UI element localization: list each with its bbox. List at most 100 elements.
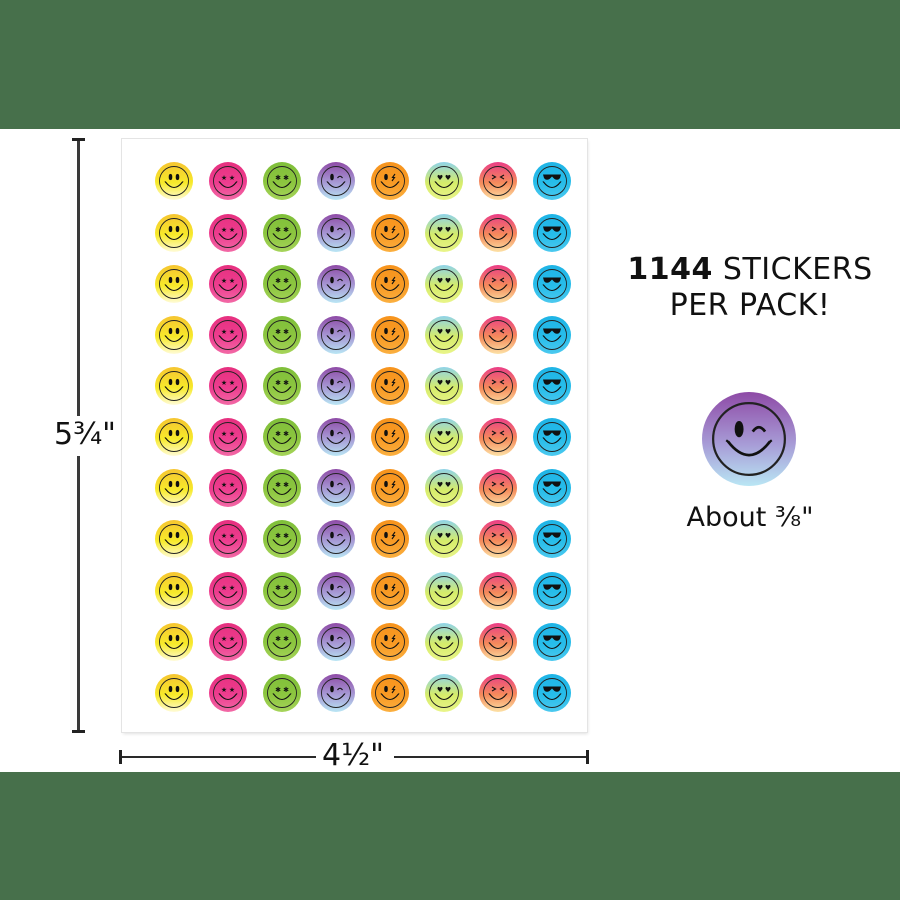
svg-text:★: ★ <box>221 481 227 489</box>
sticker-sunglasses <box>533 623 571 661</box>
svg-text:★: ★ <box>229 481 235 489</box>
sticker-wink <box>317 469 355 507</box>
headline-stickers-word: STICKERS <box>712 252 873 287</box>
svg-text:★: ★ <box>229 328 235 336</box>
sticker-star-eyes: ★ ★ <box>209 674 247 712</box>
svg-text:★: ★ <box>221 430 227 438</box>
svg-text:✱: ✱ <box>283 379 289 387</box>
sticker-star-eyes: ★ ★ <box>209 623 247 661</box>
svg-text:✱: ✱ <box>283 686 289 694</box>
svg-text:★: ★ <box>221 686 227 694</box>
svg-text:♥: ♥ <box>437 226 443 234</box>
svg-text:♥: ♥ <box>445 379 451 387</box>
sticker-sunglasses <box>533 520 571 558</box>
sticker-star-eyes: ★ ★ <box>209 162 247 200</box>
sticker-wink <box>317 265 355 303</box>
svg-text:★: ★ <box>221 226 227 234</box>
svg-text:★: ★ <box>221 635 227 643</box>
sticker-heart-eyes: ♥ ♥ <box>425 316 463 354</box>
svg-text:♥: ♥ <box>437 430 443 438</box>
sticker-wink <box>317 162 355 200</box>
svg-text:♥: ♥ <box>437 635 443 643</box>
svg-text:★: ★ <box>229 379 235 387</box>
sticker-smile <box>155 674 193 712</box>
svg-text:♥: ♥ <box>445 328 451 336</box>
sticker-heart-eyes: ♥ ♥ <box>425 520 463 558</box>
svg-text:★: ★ <box>229 430 235 438</box>
sticker-star-eyes: ★ ★ <box>209 214 247 252</box>
sticker-wink <box>317 316 355 354</box>
svg-text:♥: ♥ <box>437 379 443 387</box>
svg-text:★: ★ <box>221 174 227 182</box>
sticker-heart-eyes: ♥ ♥ <box>425 572 463 610</box>
svg-text:★: ★ <box>229 584 235 592</box>
svg-text:✱: ✱ <box>283 328 289 336</box>
svg-text:♥: ♥ <box>445 635 451 643</box>
svg-text:★: ★ <box>229 532 235 540</box>
sticker-size-label: About ³⁄₈" <box>686 502 814 533</box>
svg-text:✱: ✱ <box>275 635 281 643</box>
sticker-star-eyes: ★ ★ <box>209 572 247 610</box>
sticker-flower-eyes: ✱ ✱ <box>263 572 301 610</box>
width-dimension-cap-right <box>586 750 589 764</box>
svg-text:★: ★ <box>229 174 235 182</box>
svg-text:✱: ✱ <box>283 532 289 540</box>
sticker-wink <box>317 367 355 405</box>
bottom-green-band <box>0 772 900 900</box>
sticker-star-eyes: ★ ★ <box>209 520 247 558</box>
svg-text:✱: ✱ <box>283 430 289 438</box>
sticker-flower-eyes: ✱ ✱ <box>263 214 301 252</box>
sticker-sunglasses <box>533 469 571 507</box>
sticker-squint <box>479 162 517 200</box>
sticker-squint <box>479 265 517 303</box>
sticker-lightning-eye <box>371 469 409 507</box>
sticker-star-eyes: ★ ★ <box>209 265 247 303</box>
svg-text:★: ★ <box>229 686 235 694</box>
sticker-lightning-eye <box>371 316 409 354</box>
svg-text:✱: ✱ <box>275 584 281 592</box>
sticker-smile <box>155 572 193 610</box>
svg-text:♥: ♥ <box>445 584 451 592</box>
top-green-band <box>0 0 900 129</box>
sticker-flower-eyes: ✱ ✱ <box>263 316 301 354</box>
sticker-squint <box>479 674 517 712</box>
height-label-backdrop <box>52 416 108 456</box>
sticker-squint <box>479 367 517 405</box>
sticker-smile <box>155 623 193 661</box>
sticker-heart-eyes: ♥ ♥ <box>425 265 463 303</box>
sticker-smile <box>155 265 193 303</box>
svg-text:✱: ✱ <box>283 174 289 182</box>
sticker-grid: ★ ★ ✱ ✱ ♥ ♥ <box>122 139 587 732</box>
width-dimension-label: 4½" <box>322 738 384 773</box>
sticker-sunglasses <box>533 162 571 200</box>
svg-text:★: ★ <box>229 226 235 234</box>
sticker-flower-eyes: ✱ ✱ <box>263 265 301 303</box>
width-dimension-cap-left <box>119 750 122 764</box>
sticker-squint <box>479 520 517 558</box>
sticker-smile <box>155 520 193 558</box>
sticker-heart-eyes: ♥ ♥ <box>425 367 463 405</box>
sticker-squint <box>479 469 517 507</box>
svg-text:♥: ♥ <box>437 174 443 182</box>
sticker-squint <box>479 418 517 456</box>
sticker-sunglasses <box>533 572 571 610</box>
sticker-squint <box>479 623 517 661</box>
sticker-lightning-eye <box>371 623 409 661</box>
svg-text:★: ★ <box>221 532 227 540</box>
svg-text:✱: ✱ <box>275 481 281 489</box>
headline-line-2: PER PACK! <box>669 288 831 323</box>
svg-text:✱: ✱ <box>283 481 289 489</box>
sticker-wink <box>317 214 355 252</box>
sticker-lightning-eye <box>371 674 409 712</box>
svg-text:✱: ✱ <box>275 379 281 387</box>
sticker-sunglasses <box>533 316 571 354</box>
svg-text:★: ★ <box>229 635 235 643</box>
svg-text:♥: ♥ <box>437 328 443 336</box>
sticker-wink <box>317 623 355 661</box>
sample-sticker-wink <box>702 392 796 486</box>
sticker-flower-eyes: ✱ ✱ <box>263 367 301 405</box>
sticker-squint <box>479 316 517 354</box>
sticker-wink <box>317 674 355 712</box>
sticker-smile <box>155 214 193 252</box>
svg-text:✱: ✱ <box>283 635 289 643</box>
